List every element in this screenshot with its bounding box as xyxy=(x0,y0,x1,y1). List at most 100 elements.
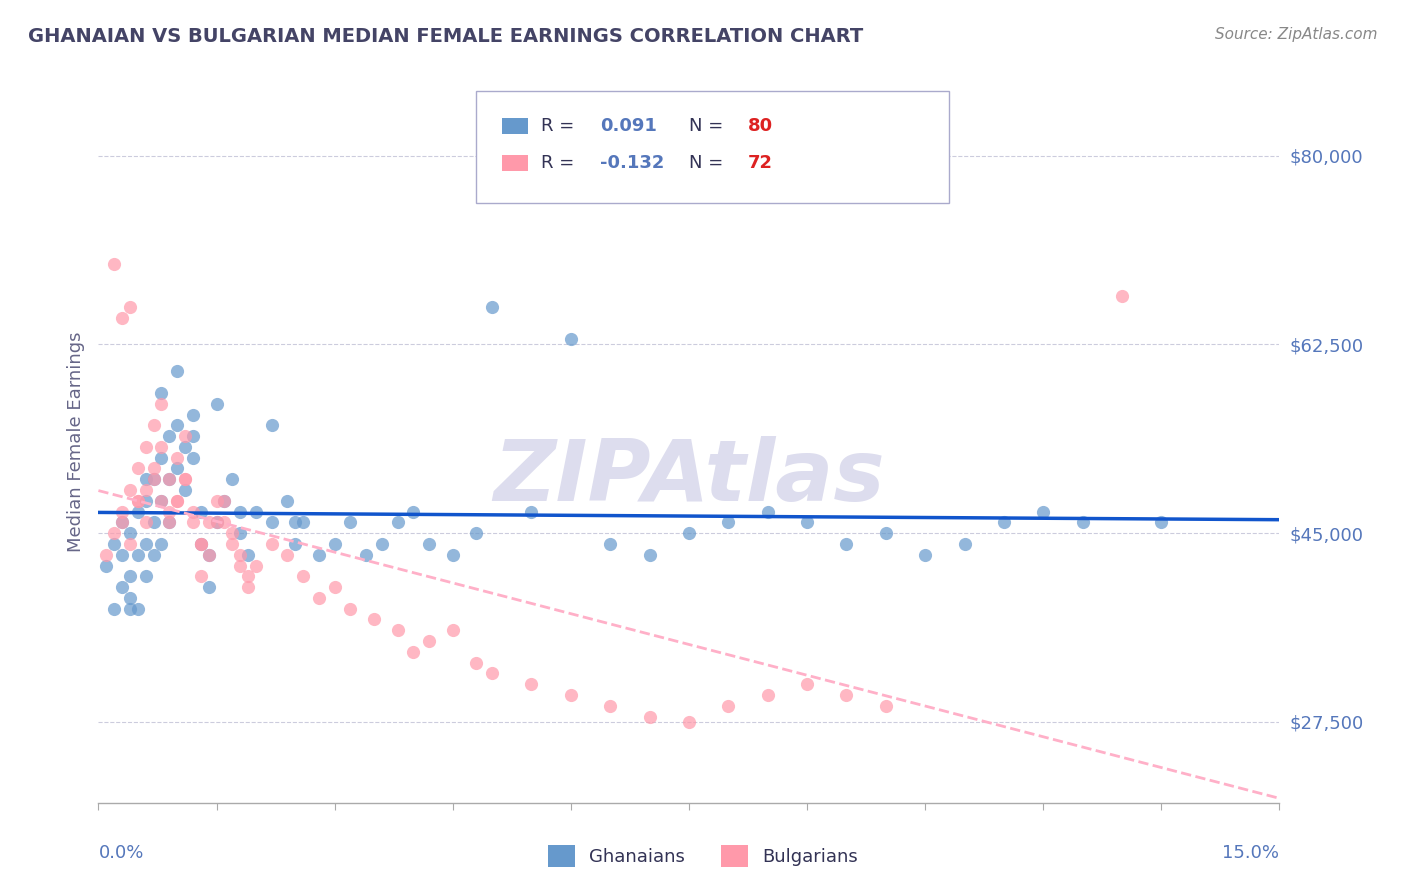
Point xyxy=(875,698,897,713)
Point xyxy=(166,418,188,433)
Point xyxy=(118,569,141,583)
Point xyxy=(127,461,149,475)
Point xyxy=(127,548,149,562)
Point xyxy=(1032,505,1054,519)
Point xyxy=(402,645,425,659)
Point xyxy=(150,493,173,508)
Point xyxy=(190,537,212,551)
Point xyxy=(229,526,252,541)
Point xyxy=(142,472,165,486)
Point xyxy=(308,591,330,605)
Point xyxy=(118,300,141,314)
Text: GHANAIAN VS BULGARIAN MEDIAN FEMALE EARNINGS CORRELATION CHART: GHANAIAN VS BULGARIAN MEDIAN FEMALE EARN… xyxy=(28,27,863,45)
Y-axis label: Median Female Earnings: Median Female Earnings xyxy=(66,331,84,552)
Point xyxy=(111,548,134,562)
Point xyxy=(481,300,503,314)
Text: 0.091: 0.091 xyxy=(600,117,657,135)
Legend: Ghanaians, Bulgarians: Ghanaians, Bulgarians xyxy=(540,838,866,874)
Text: 15.0%: 15.0% xyxy=(1222,845,1279,863)
Point xyxy=(599,698,621,713)
Point xyxy=(190,505,212,519)
Point xyxy=(197,548,219,562)
Point xyxy=(111,580,134,594)
Point xyxy=(111,516,134,530)
Point xyxy=(229,505,252,519)
Point xyxy=(205,493,228,508)
Point xyxy=(796,516,818,530)
Point xyxy=(111,516,134,530)
Point xyxy=(229,558,252,573)
Point xyxy=(323,580,346,594)
Point xyxy=(142,472,165,486)
Text: ZIPAtlas: ZIPAtlas xyxy=(494,436,884,519)
Point xyxy=(260,418,283,433)
Point xyxy=(339,601,361,615)
Point xyxy=(181,505,204,519)
Point xyxy=(914,548,936,562)
Point xyxy=(221,537,243,551)
Point xyxy=(111,310,134,325)
Point xyxy=(157,472,180,486)
Text: Source: ZipAtlas.com: Source: ZipAtlas.com xyxy=(1215,27,1378,42)
Point xyxy=(142,548,165,562)
Point xyxy=(260,516,283,530)
Point xyxy=(717,516,740,530)
Point xyxy=(103,526,125,541)
Point xyxy=(276,548,298,562)
Point xyxy=(190,569,212,583)
FancyBboxPatch shape xyxy=(502,118,529,134)
Point xyxy=(717,698,740,713)
Point xyxy=(363,612,385,626)
Point xyxy=(142,461,165,475)
FancyBboxPatch shape xyxy=(477,91,949,203)
Point xyxy=(135,472,157,486)
Point xyxy=(174,429,197,443)
Point xyxy=(166,461,188,475)
Point xyxy=(1071,516,1094,530)
Point xyxy=(402,505,425,519)
Point xyxy=(118,483,141,497)
Point xyxy=(197,580,219,594)
Point xyxy=(418,537,440,551)
Point xyxy=(835,537,858,551)
Point xyxy=(174,483,197,497)
Point xyxy=(236,548,259,562)
Point xyxy=(339,516,361,530)
Point xyxy=(150,386,173,401)
Point xyxy=(181,450,204,465)
Point xyxy=(135,569,157,583)
Point xyxy=(678,714,700,729)
Text: 0.0%: 0.0% xyxy=(98,845,143,863)
Point xyxy=(150,493,173,508)
Point xyxy=(371,537,394,551)
Point xyxy=(157,505,180,519)
Point xyxy=(323,537,346,551)
Point xyxy=(166,493,188,508)
Point xyxy=(135,493,157,508)
Point xyxy=(157,472,180,486)
Point xyxy=(465,656,488,670)
Point xyxy=(157,429,180,443)
Point xyxy=(103,601,125,615)
Point xyxy=(135,440,157,454)
Point xyxy=(221,472,243,486)
Point xyxy=(181,408,204,422)
Point xyxy=(205,397,228,411)
Point xyxy=(221,526,243,541)
Point xyxy=(993,516,1015,530)
Point xyxy=(157,516,180,530)
Point xyxy=(174,472,197,486)
Point xyxy=(465,526,488,541)
Point xyxy=(756,505,779,519)
Point xyxy=(214,493,236,508)
Point xyxy=(387,516,409,530)
Point xyxy=(205,516,228,530)
Point xyxy=(260,537,283,551)
Point xyxy=(157,516,180,530)
Text: R =: R = xyxy=(541,117,581,135)
Point xyxy=(214,493,236,508)
Point xyxy=(1150,516,1173,530)
Point xyxy=(560,332,582,346)
Point xyxy=(236,569,259,583)
Point xyxy=(197,516,219,530)
